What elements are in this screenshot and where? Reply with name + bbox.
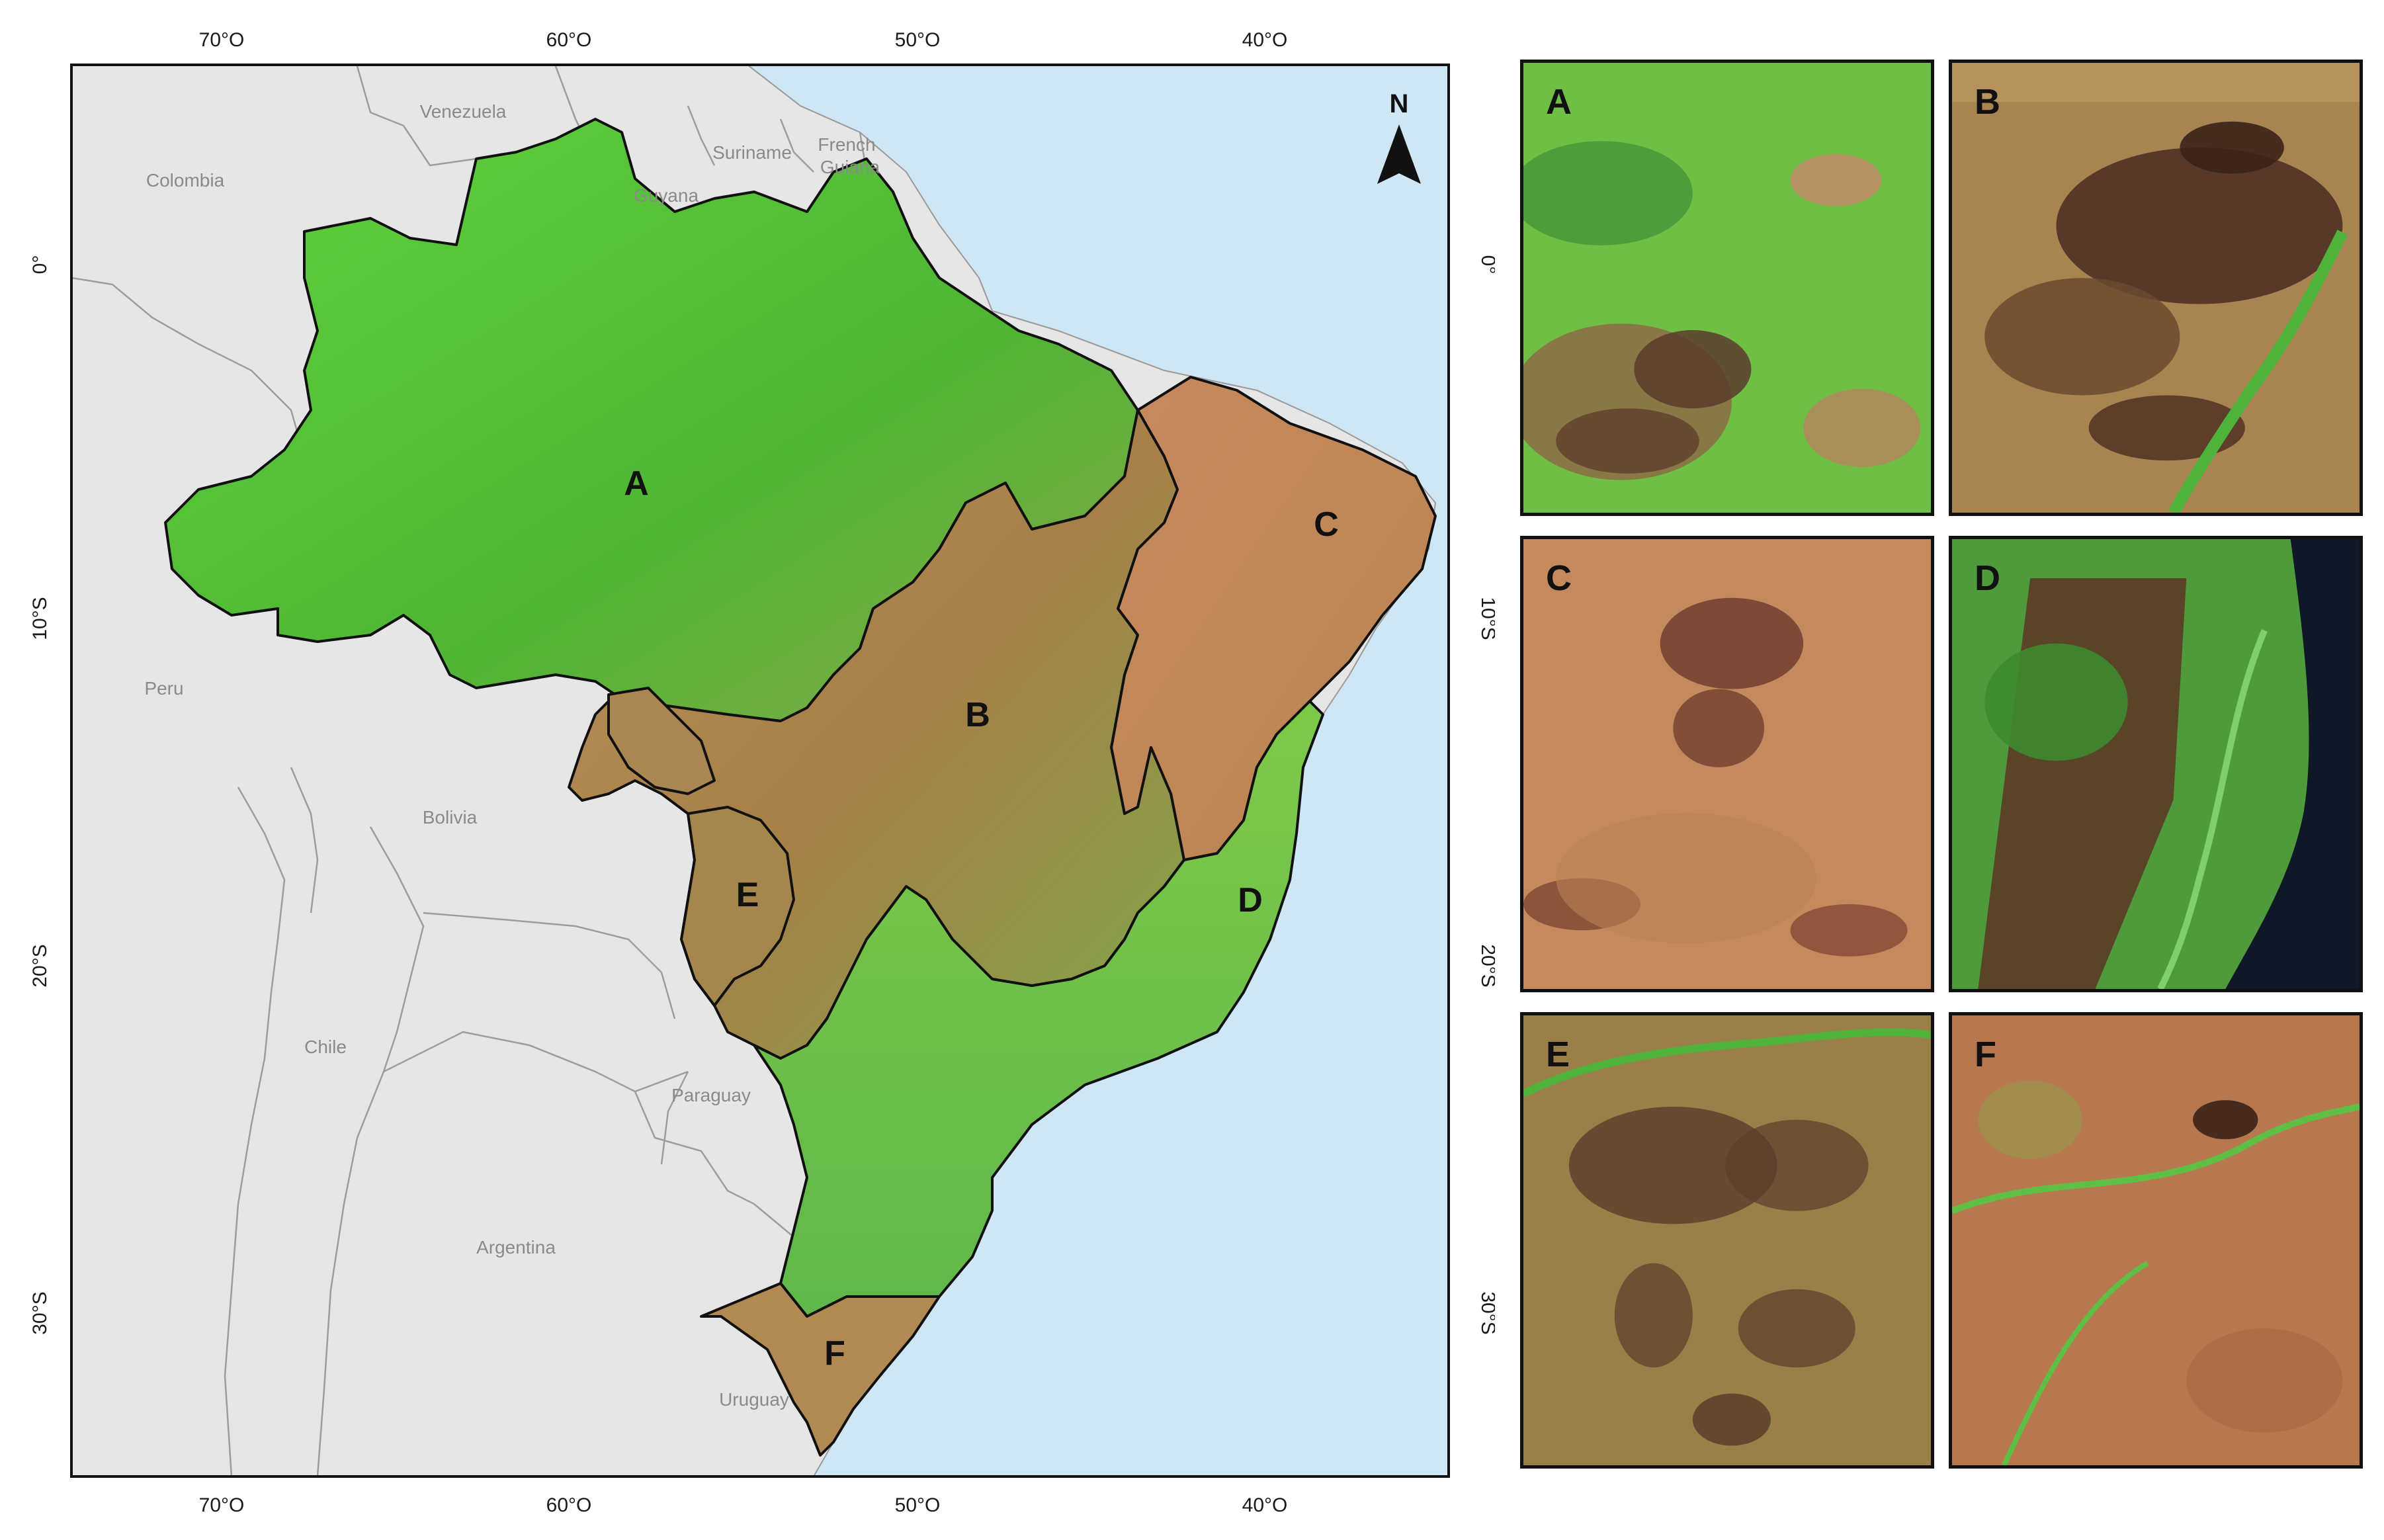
svg-text:Colombia: Colombia [146,170,225,191]
lon-ticks-top: 70°O 60°O 50°O 40°O [199,29,1288,51]
satellite-image-c [1523,539,1931,989]
panel-b: B [1949,60,2363,516]
label-french-guiana: French [818,134,875,155]
satellite-image-b [1952,63,2360,513]
north-arrow-icon [1377,124,1421,184]
biome-pampa [700,1282,941,1457]
svg-text:N: N [1390,89,1409,118]
svg-text:0°: 0° [29,255,51,275]
svg-text:50°O: 50°O [895,29,941,51]
svg-text:Suriname: Suriname [712,142,792,163]
svg-text:40°O: 40°O [1242,29,1288,51]
north-arrow: N [1377,89,1421,184]
satellite-image-f [1952,1015,2360,1465]
satellite-image-d [1952,539,2360,989]
panel-d: D [1949,536,2363,992]
biome-labels: A B C D E F [624,464,1339,1373]
svg-text:B: B [965,696,990,734]
svg-text:Peru: Peru [144,678,183,699]
lon-ticks-bottom: 70°O 60°O 50°O 40°O [199,1494,1288,1516]
svg-text:Guyana: Guyana [634,185,699,206]
svg-text:50°O: 50°O [895,1494,941,1516]
panel-f: F [1949,1012,2363,1469]
svg-text:60°O: 60°O [546,1494,592,1516]
panel-label-a: A [1546,82,1572,122]
svg-text:60°O: 60°O [546,29,592,51]
svg-text:70°O: 70°O [199,29,245,51]
svg-text:Chile: Chile [304,1037,347,1057]
satellite-image-a [1523,63,1931,513]
svg-text:Argentina: Argentina [476,1237,556,1258]
svg-text:20°S: 20°S [29,944,51,987]
svg-text:0°: 0° [1477,255,1495,275]
biome-atlantic-forest [753,700,1324,1318]
panel-label-f: F [1975,1035,1996,1074]
svg-text:Bolivia: Bolivia [423,807,478,828]
svg-text:E: E [736,876,759,914]
panel-label-b: B [1975,82,2000,122]
panel-label-c: C [1546,558,1572,598]
panel-label-d: D [1975,558,2000,598]
country-borders [71,65,868,1477]
country-labels: Venezuela Colombia Suriname French Guian… [144,101,880,1410]
panel-e: E [1520,1012,1934,1469]
lat-ticks-right: 0° 10°S 20°S 30°S [1477,255,1495,1335]
brazil [164,118,1437,1457]
svg-text:C: C [1314,505,1339,544]
svg-text:Paraguay: Paraguay [671,1085,751,1105]
lat-ticks-left: 0° 10°S 20°S 30°S [29,255,51,1335]
svg-text:Guiana: Guiana [820,157,880,177]
svg-text:Venezuela: Venezuela [420,101,507,122]
panel-label-e: E [1546,1035,1570,1074]
svg-text:Uruguay: Uruguay [719,1389,789,1410]
svg-text:10°S: 10°S [1477,597,1495,640]
svg-text:20°S: 20°S [1477,944,1495,987]
svg-text:70°O: 70°O [199,1494,245,1516]
svg-text:30°S: 30°S [29,1291,51,1334]
map-frame [70,64,1450,1478]
svg-text:A: A [624,464,649,503]
svg-text:40°O: 40°O [1242,1494,1288,1516]
panel-a: A [1520,60,1934,516]
svg-text:F: F [824,1334,845,1373]
biome-enclave [607,687,716,795]
svg-text:10°S: 10°S [29,597,51,640]
svg-text:30°S: 30°S [1477,1291,1495,1334]
svg-text:D: D [1238,881,1263,920]
satellite-image-e [1523,1015,1931,1465]
brazil-map: 70°O 60°O 50°O 40°O 70°O 60°O 50°O 40°O … [29,29,1495,1516]
biome-pantanal [680,806,795,1007]
panel-c: C [1520,536,1934,992]
